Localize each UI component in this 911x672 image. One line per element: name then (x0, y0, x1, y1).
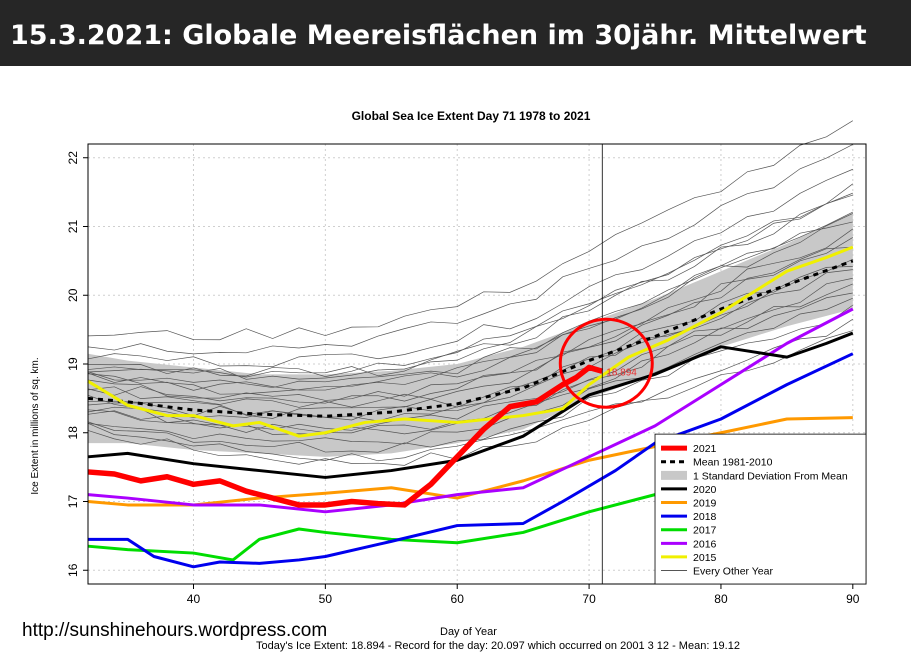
legend-label-mean: Mean 1981-2010 (693, 457, 773, 469)
y-tick-label: 17 (66, 495, 80, 509)
other-year-line (87, 221, 853, 391)
legend-label-2019: 2019 (693, 498, 717, 510)
other-year-line (87, 277, 853, 431)
other-year-line (87, 211, 853, 388)
banner-title: 15.3.2021: Globale Meereisflächen im 30j… (10, 20, 867, 51)
y-tick-label: 16 (66, 563, 80, 577)
legend-label-2016: 2016 (693, 538, 717, 550)
other-year-line (87, 120, 853, 341)
highlight-circle (558, 317, 654, 409)
other-year-line (87, 269, 853, 422)
legend-label-other: Every Other Year (693, 566, 773, 578)
other-year-line (87, 246, 853, 408)
y-axis-label: Ice Extent in millions of sq. km. (30, 357, 41, 494)
x-tick-label: 70 (582, 592, 596, 606)
series-line-2016 (87, 307, 854, 514)
y-tick-label: 19 (66, 357, 80, 371)
mean-line (87, 259, 854, 418)
other-year-line (87, 330, 853, 466)
other-year-line (87, 228, 854, 401)
y-tick-label: 22 (66, 151, 80, 165)
chart-title: Global Sea Ice Extent Day 71 1978 to 202… (352, 109, 591, 123)
other-year-line (87, 144, 853, 355)
y-tick-label: 21 (66, 220, 80, 234)
x-tick-label: 80 (714, 592, 728, 606)
other-year-line (87, 237, 853, 404)
website-watermark[interactable]: http://sunshinehours.wordpress.com (22, 620, 328, 641)
series-line-2020 (87, 331, 854, 479)
legend-label-2018: 2018 (693, 511, 717, 523)
x-tick-label: 50 (319, 592, 333, 606)
current-value-label: 18.894 (606, 367, 637, 378)
title-banner: 15.3.2021: Globale Meereisflächen im 30j… (0, 0, 911, 66)
other-year-line (87, 168, 853, 368)
other-year-line (87, 183, 854, 377)
today-ice-extent-note: Today's Ice Extent: 18.894 - Record for … (256, 640, 740, 652)
x-axis-label: Day of Year (440, 626, 497, 638)
other-year-line (87, 266, 853, 421)
legend-label-2017: 2017 (693, 525, 717, 537)
sea-ice-chart: Global Sea Ice Extent Day 71 1978 to 202… (30, 109, 867, 606)
y-tick-label: 18 (66, 426, 80, 440)
x-tick-label: 40 (187, 592, 201, 606)
other-year-line (87, 297, 853, 445)
series-line-2021 (87, 364, 604, 508)
legend-box (654, 433, 867, 585)
legend-label-2020: 2020 (693, 484, 717, 496)
x-tick-label: 60 (451, 592, 465, 606)
series-line-2015 (87, 245, 854, 438)
legend-label-2015: 2015 (693, 552, 717, 564)
y-tick-label: 20 (66, 288, 80, 302)
legend-label-sd: 1 Standard Deviation From Mean (693, 470, 848, 482)
other-year-line (87, 194, 853, 380)
x-tick-label: 90 (846, 592, 860, 606)
other-year-line (87, 192, 853, 378)
legend-label-2021: 2021 (693, 443, 717, 455)
